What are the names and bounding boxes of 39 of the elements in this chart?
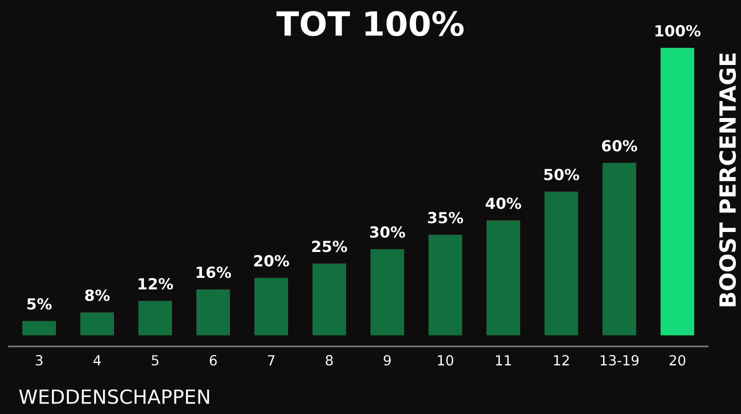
data-label: 5% bbox=[27, 298, 52, 310]
data-label: 20% bbox=[254, 254, 290, 267]
bar bbox=[196, 289, 230, 336]
bar bbox=[544, 192, 578, 336]
data-label: 8% bbox=[85, 289, 110, 302]
x-tick-label: 7 bbox=[268, 355, 274, 366]
chart-title: TOT 100% bbox=[276, 10, 464, 36]
data-label: 40% bbox=[486, 197, 522, 210]
data-label: 16% bbox=[196, 266, 232, 278]
x-axis-title: WEDDENSCHAPPEN bbox=[19, 389, 210, 404]
bar bbox=[254, 278, 288, 336]
x-tick-label: 11 bbox=[496, 355, 511, 366]
bar bbox=[138, 300, 172, 336]
x-tick-label: 8 bbox=[326, 355, 333, 366]
bar bbox=[486, 220, 520, 336]
bar bbox=[22, 320, 56, 336]
x-tick-label: 12 bbox=[554, 355, 569, 366]
data-label: 25% bbox=[312, 240, 348, 252]
y-axis-title: BOOST PERCENTAGE bbox=[719, 54, 736, 306]
data-label: 50% bbox=[544, 168, 580, 180]
bar bbox=[80, 312, 114, 336]
bar bbox=[660, 48, 694, 336]
data-label: 12% bbox=[138, 278, 173, 290]
data-label: 100% bbox=[656, 24, 701, 37]
data-label: 30% bbox=[370, 226, 406, 238]
bar bbox=[428, 234, 462, 336]
data-label: 35% bbox=[428, 212, 464, 224]
x-tick-label: 5 bbox=[152, 355, 158, 366]
x-tick-label: 3 bbox=[36, 355, 42, 366]
x-tick-label: 20 bbox=[670, 355, 686, 366]
x-tick-label: 6 bbox=[210, 355, 217, 366]
bar bbox=[370, 249, 404, 336]
data-label: 60% bbox=[602, 140, 638, 152]
x-tick-label: 9 bbox=[384, 355, 391, 366]
x-tick-label: 4 bbox=[93, 355, 101, 366]
x-tick-label: 13-19 bbox=[600, 355, 639, 366]
x-tick-label: 10 bbox=[438, 355, 454, 366]
bar bbox=[602, 162, 636, 336]
bar bbox=[312, 263, 346, 336]
